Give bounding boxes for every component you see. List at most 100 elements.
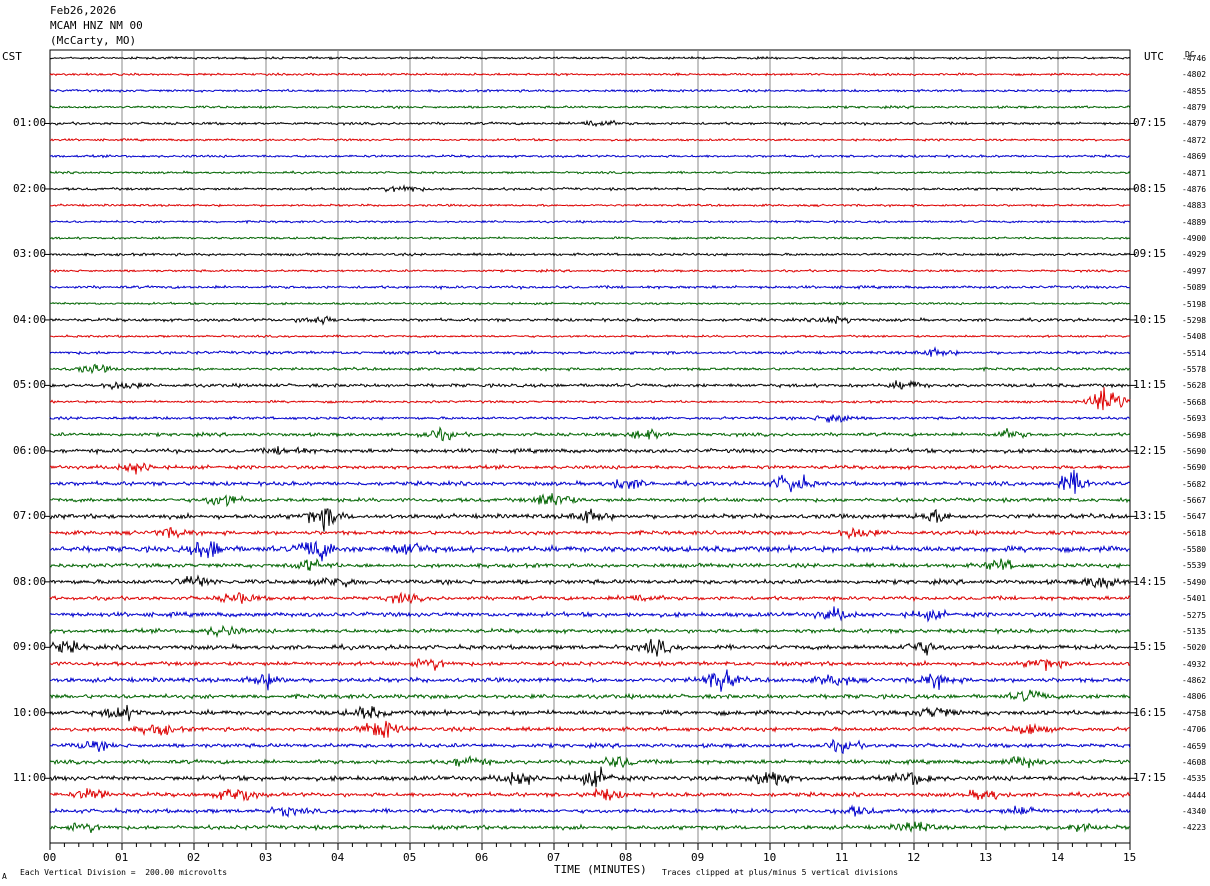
left-hour-label: 10:00 — [13, 705, 47, 719]
dc-offset-label: -4444 — [1182, 790, 1207, 800]
x-tick-label: 13 — [979, 851, 993, 864]
dc-offset-label: -4608 — [1182, 757, 1207, 767]
dc-offset-label: -4876 — [1182, 184, 1207, 194]
left-timezone-label: CST — [2, 50, 22, 63]
seismic-trace — [49, 379, 1131, 391]
seismic-trace — [49, 624, 1131, 639]
right-hour-label: 14:15 — [1133, 574, 1167, 588]
dc-offset-label: -5618 — [1182, 528, 1207, 538]
left-hour-label: 09:00 — [13, 640, 47, 654]
dc-offset-label: -5698 — [1182, 430, 1207, 440]
left-hour-label: 02:00 — [13, 181, 47, 195]
x-axis-title: TIME (MINUTES) — [554, 863, 647, 876]
plot-frame — [49, 49, 1131, 844]
seismic-trace — [49, 55, 1131, 61]
left-hour-label: 07:00 — [13, 509, 47, 523]
dc-offset-label: -5490 — [1182, 577, 1207, 587]
seismic-trace — [49, 414, 1131, 424]
seismic-trace — [49, 591, 1131, 605]
seismic-trace — [49, 72, 1131, 77]
left-hour-label: 11:00 — [13, 771, 47, 785]
dc-offset-label: -5514 — [1182, 348, 1207, 358]
dc-offset-label: -5401 — [1182, 594, 1207, 604]
seismic-trace — [49, 268, 1130, 274]
seismic-trace — [49, 704, 1131, 722]
x-tick-label: 06 — [475, 851, 489, 864]
seismic-trace — [49, 137, 1131, 143]
dc-offset-label: -5668 — [1182, 397, 1207, 407]
right-hour-label: 16:15 — [1133, 705, 1167, 719]
x-tick-label: 10 — [763, 851, 777, 864]
seismic-trace — [49, 104, 1131, 110]
dc-offset-label: -5682 — [1182, 479, 1207, 489]
x-tick-label: 00 — [43, 851, 57, 864]
seismic-trace — [49, 252, 1131, 257]
date-label: Feb26,2026 — [50, 4, 117, 17]
right-hour-label: 09:15 — [1133, 247, 1167, 261]
seismic-trace — [49, 804, 1131, 818]
seismic-trace — [49, 766, 1131, 788]
dc-offset-label: -5089 — [1182, 283, 1207, 293]
seismic-trace — [49, 689, 1131, 702]
dc-offset-label: -4997 — [1182, 266, 1207, 276]
seismic-trace — [49, 658, 1131, 671]
dc-offset-label: -4932 — [1182, 659, 1207, 669]
seismic-trace — [49, 755, 1131, 769]
seismic-trace — [49, 346, 1131, 358]
seismic-trace — [49, 638, 1131, 657]
seismic-trace — [49, 235, 1131, 241]
seismic-trace — [49, 88, 1131, 94]
left-hour-label: 01:00 — [13, 116, 47, 130]
seismic-trace — [49, 284, 1131, 291]
seismic-trace — [50, 821, 1131, 834]
seismic-trace — [49, 557, 1131, 571]
x-tick-label: 03 — [259, 851, 273, 864]
dc-offset-label: -5693 — [1182, 414, 1207, 424]
seismic-trace — [49, 720, 1131, 738]
seismic-trace — [49, 469, 1131, 494]
dc-header-label: DC — [1185, 50, 1195, 59]
x-tick-label: 11 — [835, 851, 849, 864]
right-hour-label: 17:15 — [1133, 771, 1167, 785]
dc-offset-label: -4535 — [1182, 774, 1207, 784]
dc-offset-label: -4659 — [1182, 741, 1207, 751]
seismic-trace — [49, 203, 1131, 208]
dc-offset-label: -5690 — [1182, 446, 1207, 456]
right-hour-label: 13:15 — [1133, 509, 1167, 523]
seismic-trace — [49, 462, 1131, 475]
seismic-trace — [50, 738, 1131, 755]
dc-offset-label: -5020 — [1182, 643, 1207, 653]
x-tick-label: 09 — [691, 851, 705, 864]
dc-offset-label: -5408 — [1182, 332, 1207, 342]
right-hour-label: 12:15 — [1133, 443, 1167, 457]
station-label: MCAM HNZ NM 00 — [50, 19, 143, 32]
dc-offset-label: -5667 — [1182, 495, 1207, 505]
left-hour-label: 06:00 — [13, 443, 47, 457]
dc-offset-label: -4855 — [1182, 86, 1207, 96]
x-tick-label: 12 — [907, 851, 921, 864]
seismic-trace — [49, 170, 1131, 175]
dc-offset-label: -4758 — [1182, 708, 1207, 718]
dc-offset-label: -5647 — [1182, 512, 1207, 522]
left-hour-label: 03:00 — [13, 247, 47, 261]
right-hour-label: 11:15 — [1133, 378, 1167, 392]
right-hour-label: 08:15 — [1133, 181, 1167, 195]
seismic-trace — [49, 787, 1131, 802]
corner-mark: A — [2, 872, 7, 881]
right-hour-label: 10:15 — [1133, 312, 1167, 326]
dc-offset-label: -5580 — [1182, 545, 1207, 555]
left-hour-label: 04:00 — [13, 312, 47, 326]
dc-offset-label: -5690 — [1182, 463, 1207, 473]
dc-offset-label: -4879 — [1182, 103, 1207, 113]
clip-note: Traces clipped at plus/minus 5 vertical … — [662, 868, 899, 877]
dc-offset-label: -4340 — [1182, 807, 1207, 817]
seismic-trace — [49, 669, 1131, 692]
seismic-trace — [49, 119, 1131, 128]
dc-offset-label: -4223 — [1182, 823, 1207, 833]
dc-offset-label: -4879 — [1182, 119, 1207, 129]
dc-offset-label: -5135 — [1182, 626, 1207, 636]
dc-offset-label: -4883 — [1182, 201, 1207, 211]
seismic-trace — [49, 426, 1131, 442]
right-hour-label: 15:15 — [1133, 640, 1167, 654]
